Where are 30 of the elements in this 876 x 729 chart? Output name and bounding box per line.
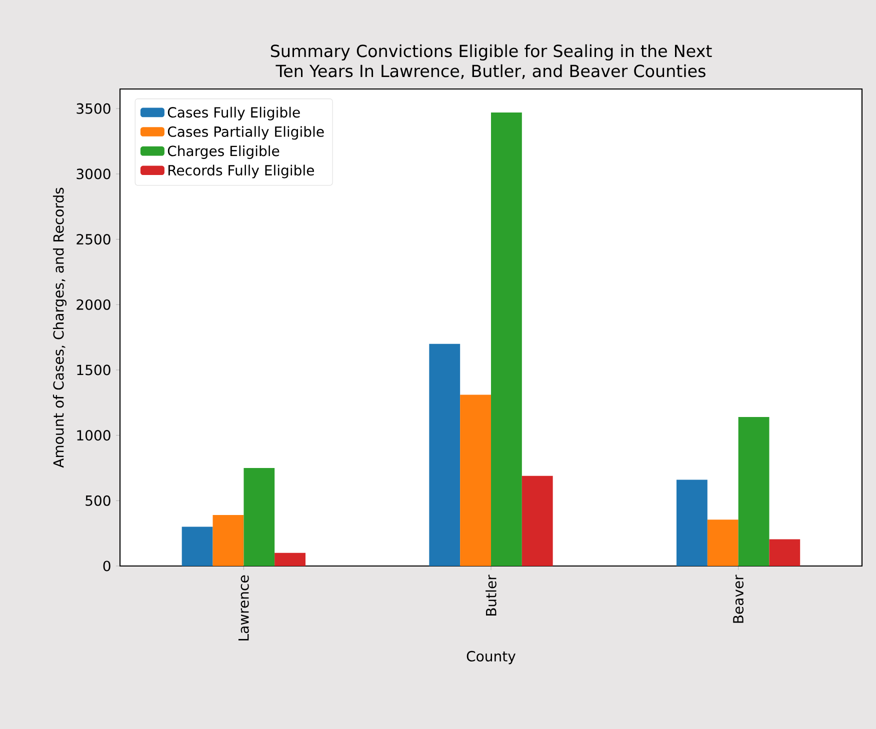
bar	[274, 552, 306, 566]
bar	[491, 112, 522, 566]
x-tick-label: Beaver	[733, 574, 744, 623]
x-tick-label: Lawrence	[238, 575, 249, 640]
bar	[182, 526, 213, 566]
y-tick-label: 3500	[76, 103, 110, 114]
bar	[738, 417, 770, 566]
y-tick-label: 500	[86, 495, 110, 506]
bar	[429, 344, 460, 566]
legend-label: Charges Eligible	[168, 145, 280, 159]
legend-label: Records Fully Eligible	[168, 164, 314, 178]
bar	[769, 539, 800, 566]
y-tick-label: 2000	[76, 299, 110, 310]
bar	[522, 476, 553, 566]
bar	[707, 520, 738, 566]
chart-title: Summary Convictions Eligible for Sealing in the Next Ten Years In Lawrence, Butler, and Beaver Counties	[270, 44, 712, 79]
bar	[212, 515, 244, 566]
y-tick-label: 0	[103, 560, 110, 572]
legend-label: Cases Fully Eligible	[168, 106, 300, 120]
y-tick-label: 1500	[77, 364, 110, 376]
bar	[244, 468, 275, 566]
x-axis-title: County	[466, 650, 516, 664]
y-tick-label: 1000	[77, 430, 110, 441]
legend-label: Cases Partially Eligible	[168, 126, 324, 140]
y-tick-label: 3000	[76, 168, 110, 180]
y-axis-title: Amount of Cases, Charges, and Records	[52, 188, 67, 468]
bar	[676, 480, 708, 566]
y-tick-label: 2500	[76, 234, 110, 245]
bar	[460, 394, 491, 566]
x-tick-label: Butler	[486, 574, 496, 616]
